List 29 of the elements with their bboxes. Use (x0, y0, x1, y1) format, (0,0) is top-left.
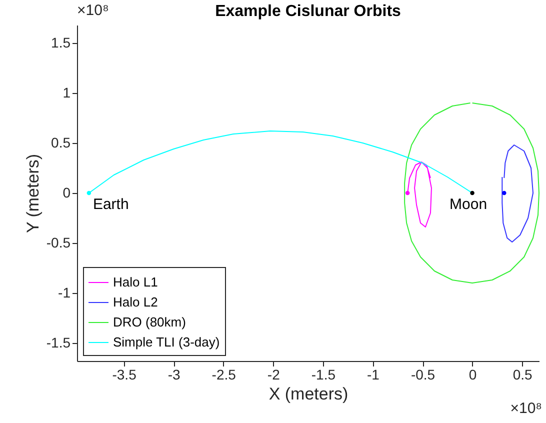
annotation: Moon (450, 196, 488, 213)
y-tick-label: -1 (58, 284, 71, 300)
x-tick-label: 0.5 (512, 366, 533, 382)
y-tick-label: 1 (62, 84, 71, 100)
y-tick-label: 0.5 (51, 134, 71, 150)
y-axis-title: Y (meters) (23, 154, 42, 234)
y-tick-label: -1.5 (46, 334, 71, 350)
x-tick-label: -0.5 (410, 366, 436, 382)
text: ×10⁸ (510, 400, 542, 417)
legend-label: Halo L1 (113, 274, 158, 290)
annotation: Earth (92, 196, 129, 213)
x-tick-label: -2.5 (212, 366, 236, 382)
y-tick-label: -0.5 (46, 234, 71, 250)
x-tick-label: -3 (168, 366, 181, 382)
y-tick-label: 0 (62, 184, 71, 200)
legend-label: DRO (80km) (113, 314, 186, 330)
x-tick-label: -2 (267, 366, 280, 382)
x-tick-label: -1.5 (311, 366, 336, 382)
legend-label: Simple TLI (3-day) (113, 334, 220, 350)
x-tick-label: -3.5 (112, 366, 137, 382)
x-tick-label: -1 (366, 366, 380, 382)
y-tick-label: 1.5 (51, 34, 71, 50)
line-series (502, 144, 534, 242)
chart-title: Example Cislunar Orbits (215, 3, 402, 20)
text: ×10⁸ (77, 2, 109, 19)
x-axis-title: X (meters) (268, 384, 348, 404)
legend-label: Halo L2 (113, 294, 158, 310)
line-series (404, 102, 540, 284)
x-tick-label: 0 (468, 366, 477, 382)
